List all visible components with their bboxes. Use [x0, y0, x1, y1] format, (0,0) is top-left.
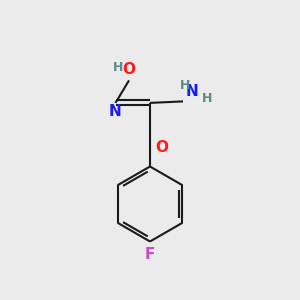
Text: N: N	[185, 84, 198, 99]
Text: N: N	[109, 104, 122, 119]
Text: F: F	[145, 247, 155, 262]
Text: H: H	[112, 61, 123, 74]
Text: O: O	[155, 140, 168, 155]
Text: H: H	[202, 92, 212, 105]
Text: O: O	[122, 62, 136, 77]
Text: H: H	[180, 79, 190, 92]
